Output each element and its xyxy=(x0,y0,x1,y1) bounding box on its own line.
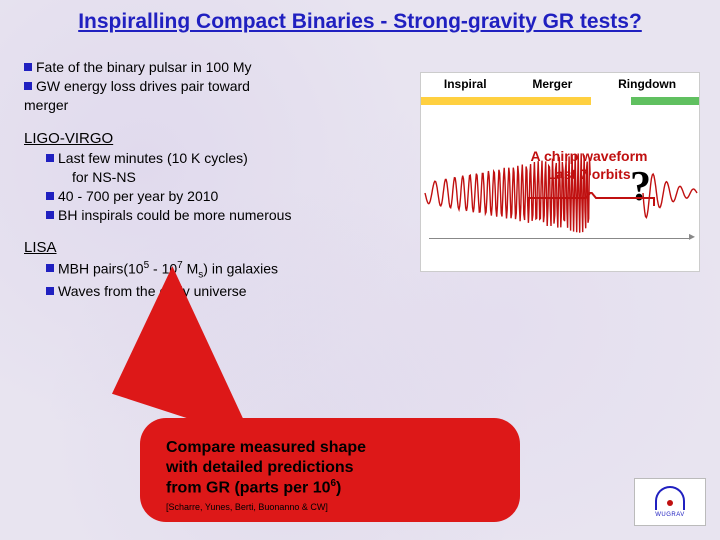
intro-text-2a: GW energy loss drives pair toward xyxy=(36,78,250,94)
lisa-text-1a: MBH pairs(10 xyxy=(58,260,144,276)
square-bullet-icon xyxy=(46,211,54,219)
lisa-heading: LISA xyxy=(24,238,394,258)
phase-bar-ringdown xyxy=(631,97,699,105)
phase-bar-merger xyxy=(591,97,632,105)
ligo-bullet-3: BH inspirals could be more numerous xyxy=(24,206,394,225)
square-bullet-icon xyxy=(24,82,32,90)
slide-title: Inspiralling Compact Binaries - Strong-g… xyxy=(0,0,720,40)
callout-text: Compare measured shape with detailed pre… xyxy=(166,438,494,498)
ligo-subtext-1: for NS-NS xyxy=(24,168,394,187)
square-bullet-icon xyxy=(24,63,32,71)
callout-bubble: Compare measured shape with detailed pre… xyxy=(140,418,520,522)
ligo-bullet-2: 40 - 700 per year by 2010 xyxy=(24,187,394,206)
arch-icon xyxy=(655,486,685,510)
chirp-line-2: Last 7 orbits xyxy=(514,166,664,184)
wugrav-logo: WUGRAV xyxy=(634,478,706,526)
chirp-annotation: A chirp waveform Last 7 orbits xyxy=(514,148,664,183)
figure-x-axis xyxy=(429,238,691,239)
callout-line-3: from GR (parts per 106) xyxy=(166,478,494,498)
phase-bar-inspiral xyxy=(421,97,591,105)
square-bullet-icon xyxy=(46,192,54,200)
ligo-text-2: 40 - 700 per year by 2010 xyxy=(58,188,218,204)
figure-phase-bar xyxy=(421,97,699,105)
lisa-text-1d: ) in galaxies xyxy=(203,260,278,276)
square-bullet-icon xyxy=(46,154,54,162)
phase-label-inspiral: Inspiral xyxy=(444,77,487,91)
phase-label-ringdown: Ringdown xyxy=(618,77,676,91)
content-left-column: Fate of the binary pulsar in 100 My GW e… xyxy=(24,58,394,301)
axis-arrow-icon: ▸ xyxy=(689,229,695,243)
square-bullet-icon xyxy=(46,264,54,272)
ligo-bullet-1: Last few minutes (10 K cycles) xyxy=(24,149,394,168)
intro-bullet-1: Fate of the binary pulsar in 100 My xyxy=(24,58,394,77)
chirp-bracket-icon xyxy=(526,192,656,208)
intro-bullet-2: GW energy loss drives pair toward xyxy=(24,77,394,96)
chirp-line-1: A chirp waveform xyxy=(514,148,664,166)
dot-icon xyxy=(667,500,673,506)
phase-label-merger: Merger xyxy=(532,77,572,91)
intro-text-2b: merger xyxy=(24,96,394,115)
callout-credit: [Scharre, Yunes, Berti, Buonanno & CW] xyxy=(166,502,494,512)
intro-text-1: Fate of the binary pulsar in 100 My xyxy=(36,59,252,75)
callout-text-3a: from GR (parts per 10 xyxy=(166,479,330,496)
ligo-text-3: BH inspirals could be more numerous xyxy=(58,207,291,223)
callout-text-3b: ) xyxy=(336,479,341,496)
callout-line-2: with detailed predictions xyxy=(166,458,494,478)
ligo-heading: LIGO-VIRGO xyxy=(24,129,394,149)
square-bullet-icon xyxy=(46,287,54,295)
figure-phase-labels: Inspiral Merger Ringdown xyxy=(421,77,699,91)
ligo-text-1: Last few minutes (10 K cycles) xyxy=(58,150,248,166)
callout-line-1: Compare measured shape xyxy=(166,438,494,458)
logo-text: WUGRAV xyxy=(655,512,685,518)
